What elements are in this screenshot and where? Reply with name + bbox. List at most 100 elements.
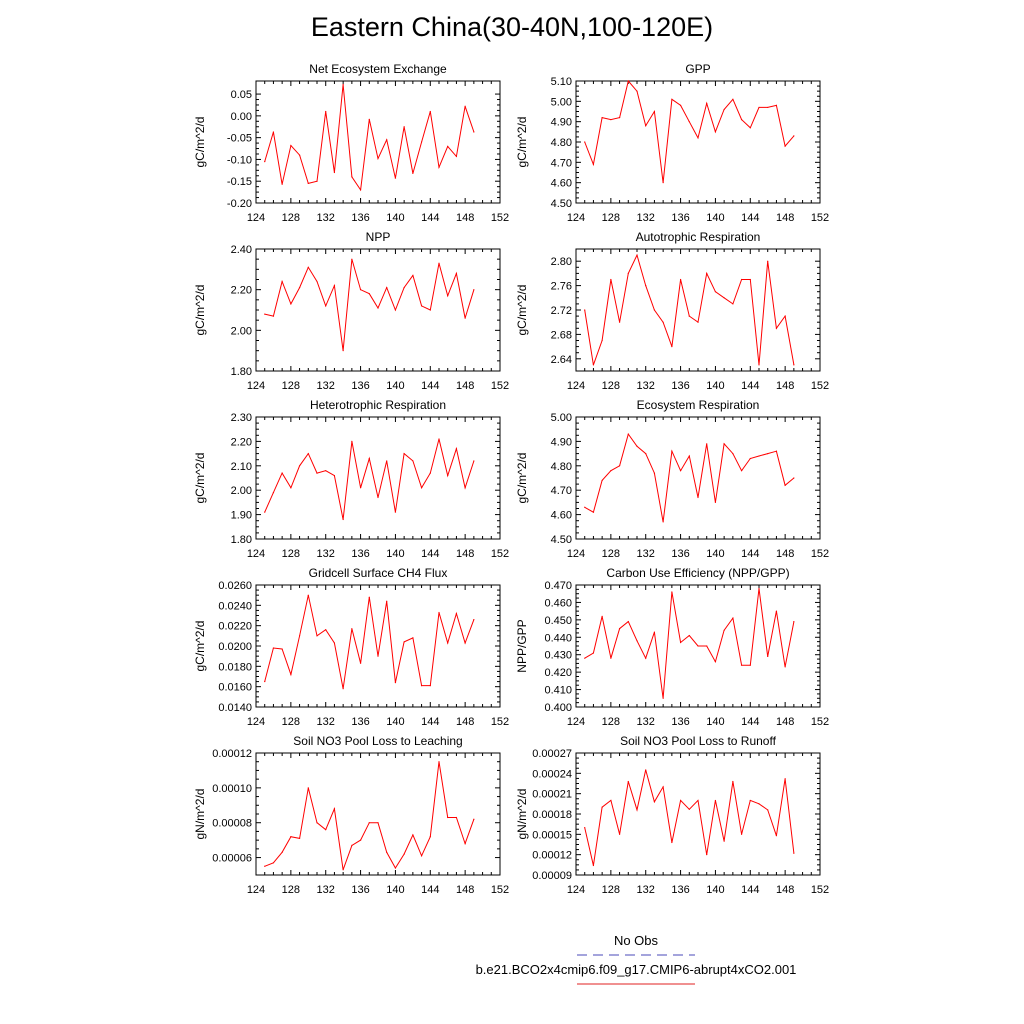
y-tick-label: 2.76 [551, 281, 572, 293]
data-point [706, 443, 708, 445]
x-tick-label: 148 [456, 380, 474, 392]
data-point [316, 280, 318, 283]
data-point [618, 465, 621, 467]
data-point [636, 90, 638, 92]
y-tick-label: 2.68 [551, 329, 572, 341]
data-point [307, 182, 309, 184]
data-point [758, 364, 760, 366]
data-point [316, 180, 318, 182]
x-tick-label: 144 [741, 548, 759, 560]
x-tick-label: 144 [741, 716, 759, 728]
data-point [627, 780, 629, 783]
y-tick-label: 0.00010 [212, 783, 252, 795]
x-tick-label: 136 [671, 212, 689, 224]
x-tick-label: 128 [602, 884, 620, 896]
data-point [403, 287, 405, 289]
x-tick-label: 128 [282, 380, 300, 392]
y-tick-label: 2.64 [551, 354, 572, 366]
panel-title: Soil NO3 Pool Loss to Leaching [293, 734, 462, 748]
x-tick-label: 132 [637, 548, 655, 560]
data-point [351, 258, 353, 260]
data-point [412, 637, 414, 639]
x-tick-label: 128 [602, 716, 620, 728]
series-line [264, 84, 475, 192]
data-point [333, 171, 336, 174]
data-point [455, 612, 458, 615]
data-point [307, 594, 309, 596]
data-point [264, 680, 266, 683]
x-tick-label: 124 [247, 212, 265, 224]
data-point [368, 596, 370, 598]
data-point [645, 285, 647, 287]
panel-2: GPP 124 128 132 136 140 144 148 152 4.50 4.60 4.70 4… [515, 62, 829, 224]
y-tick-label: 2.40 [231, 244, 252, 256]
data-point [455, 816, 458, 819]
data-point [394, 682, 397, 684]
data-point [377, 496, 379, 499]
data-point [601, 806, 603, 808]
y-tick-label: 4.60 [551, 510, 572, 522]
data-point [333, 808, 336, 810]
data-point [342, 869, 344, 871]
data-point [359, 839, 362, 841]
y-tick-label: 4.80 [551, 137, 572, 149]
data-point [592, 511, 595, 513]
data-point [386, 851, 388, 853]
x-tick-label: 148 [776, 884, 794, 896]
data-point [740, 470, 743, 472]
data-point [447, 145, 449, 147]
data-point [307, 266, 309, 268]
data-point [732, 780, 734, 783]
data-point [601, 117, 603, 119]
data-point [584, 309, 586, 311]
data-point [784, 315, 786, 317]
data-point [662, 521, 664, 523]
data-point [438, 438, 440, 440]
data-point [627, 272, 629, 274]
x-tick-label: 140 [706, 884, 724, 896]
data-point [749, 457, 751, 460]
y-tick-label: -0.10 [227, 154, 252, 166]
data-point [714, 661, 717, 663]
x-tick-label: 152 [811, 884, 829, 896]
data-point [671, 98, 673, 100]
data-point [281, 183, 283, 185]
y-tick-label: 4.50 [551, 534, 572, 546]
x-tick-label: 124 [247, 884, 265, 896]
x-tick-label: 144 [421, 716, 439, 728]
data-point [455, 448, 458, 450]
y-tick-label: 4.70 [551, 157, 572, 169]
data-point [298, 635, 301, 637]
x-tick-label: 132 [317, 548, 335, 560]
data-point [429, 309, 431, 311]
y-axis-label: gC/m^2/d [193, 621, 207, 672]
data-point [732, 303, 734, 305]
data-point [438, 166, 440, 168]
data-point [290, 836, 292, 838]
data-point [447, 642, 449, 644]
data-point [697, 321, 699, 323]
data-point [740, 833, 743, 835]
data-point [749, 127, 751, 129]
x-tick-label: 140 [706, 212, 724, 224]
data-point [316, 635, 318, 637]
y-tick-label: 4.60 [551, 178, 572, 190]
data-point [636, 445, 638, 447]
data-point [473, 131, 475, 133]
data-point [394, 511, 397, 513]
x-tick-label: 152 [491, 716, 509, 728]
data-point [316, 472, 318, 474]
x-tick-label: 132 [317, 212, 335, 224]
data-point [767, 260, 769, 262]
y-tick-label: 1.90 [231, 510, 252, 522]
data-point [429, 110, 431, 113]
panel-8: Carbon Use Efficiency (NPP/GPP) 124 128 132… [515, 566, 829, 728]
data-point [420, 855, 423, 857]
data-point [767, 809, 769, 811]
x-tick-label: 136 [351, 380, 369, 392]
data-point [601, 479, 603, 482]
panel-title: Carbon Use Efficiency (NPP/GPP) [606, 566, 789, 580]
data-point [662, 182, 664, 184]
data-point [368, 118, 370, 120]
x-tick-label: 152 [811, 716, 829, 728]
